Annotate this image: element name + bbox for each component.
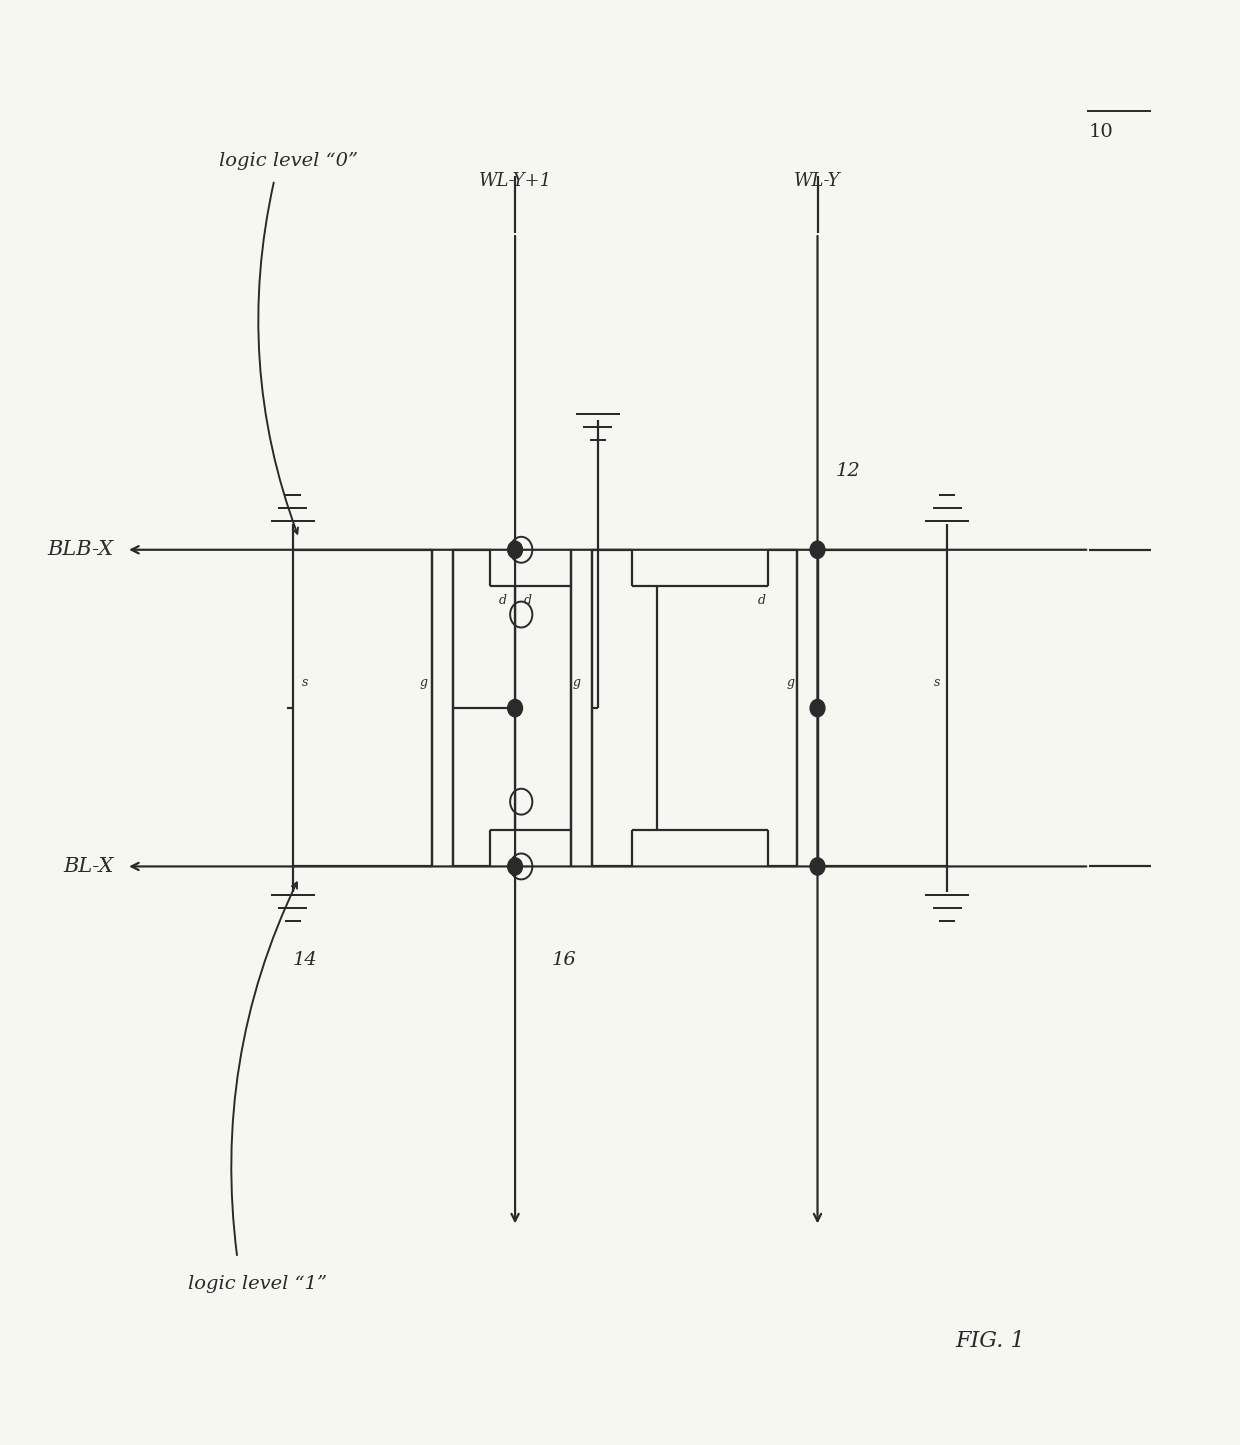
Circle shape <box>507 699 522 717</box>
Text: BLB-X: BLB-X <box>48 540 114 559</box>
Circle shape <box>507 858 522 876</box>
Text: logic level “1”: logic level “1” <box>188 1274 327 1293</box>
Text: WL-Y: WL-Y <box>795 172 841 189</box>
Text: WL-Y+1: WL-Y+1 <box>479 172 552 189</box>
Text: 16: 16 <box>552 951 577 970</box>
Text: BL-X: BL-X <box>63 857 114 876</box>
Text: logic level “0”: logic level “0” <box>218 152 358 171</box>
Text: d: d <box>758 594 766 607</box>
Text: s: s <box>934 676 940 689</box>
Text: FIG. 1: FIG. 1 <box>956 1331 1025 1353</box>
Circle shape <box>810 699 825 717</box>
Text: s: s <box>303 676 309 689</box>
Text: d: d <box>498 594 507 607</box>
Circle shape <box>810 858 825 876</box>
Text: 14: 14 <box>293 951 317 970</box>
Text: d: d <box>523 594 532 607</box>
Text: g: g <box>419 676 428 689</box>
Text: 10: 10 <box>1089 123 1114 142</box>
Text: 12: 12 <box>836 461 861 480</box>
Text: g: g <box>786 676 795 689</box>
Circle shape <box>507 540 522 558</box>
Text: g: g <box>573 676 580 689</box>
Circle shape <box>810 540 825 558</box>
